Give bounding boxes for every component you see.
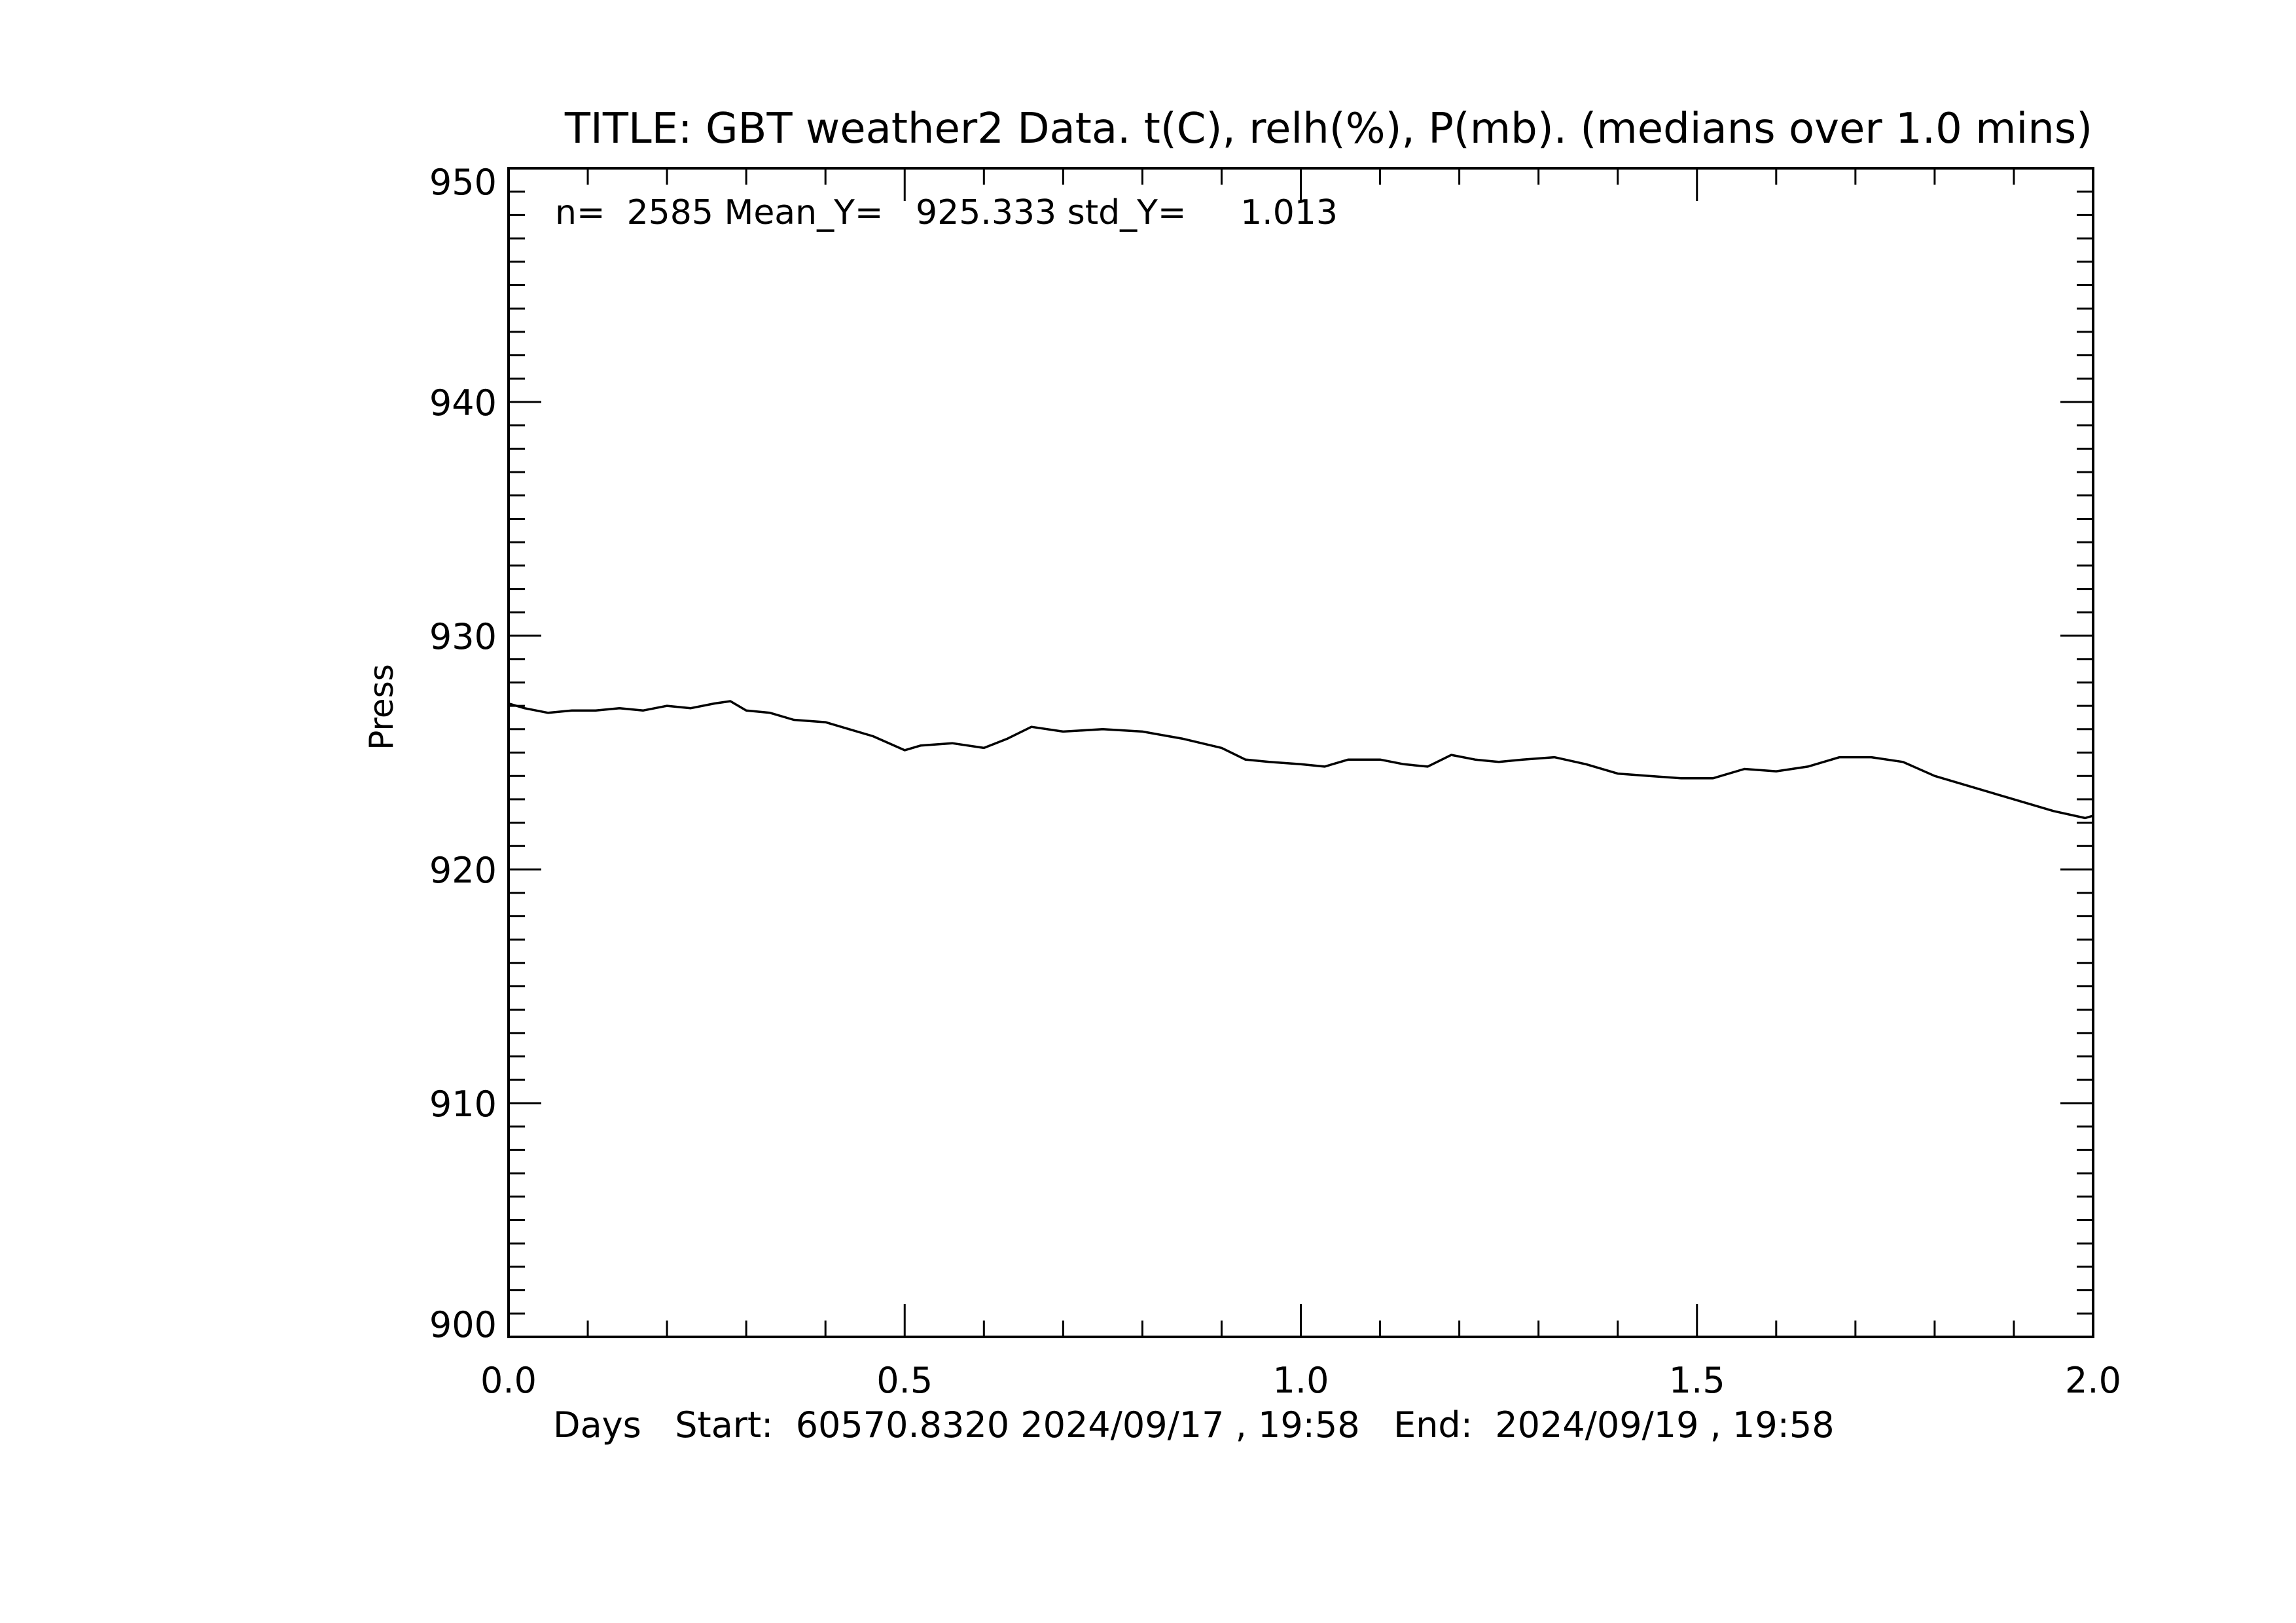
x-tick-label: 0.5 (876, 1360, 933, 1401)
y-tick-label: 950 (429, 162, 497, 203)
x-axis-label: Days Start: 60570.8320 2024/09/17 , 19:5… (553, 1404, 1835, 1446)
chart-title: TITLE: GBT weather2 Data. t(C), relh(%),… (564, 105, 2092, 153)
y-tick-label: 920 (429, 850, 497, 891)
tick-labels: 900 910 920 930 940 950 0.0 0.5 1.0 1.5 2.0 (429, 162, 2121, 1401)
series-line-press (508, 700, 2094, 820)
y-tick-label: 930 (429, 616, 497, 657)
y-tick-label: 910 (429, 1084, 497, 1125)
y-tick-label: 900 (429, 1304, 497, 1345)
x-tick-label: 0.0 (480, 1360, 537, 1401)
stats-annotation: n= 2585 Mean_Y= 925.333 std_Y= 1.013 (555, 193, 1338, 232)
x-tick-label: 1.5 (1669, 1360, 1725, 1401)
y-tick-label: 940 (429, 382, 497, 424)
x-tick-label: 1.0 (1273, 1360, 1329, 1401)
plot-frame (507, 167, 2094, 1338)
x-tick-label: 2.0 (2065, 1360, 2121, 1401)
axis-ticks (507, 167, 2094, 1338)
y-axis-label: Press (363, 664, 401, 750)
